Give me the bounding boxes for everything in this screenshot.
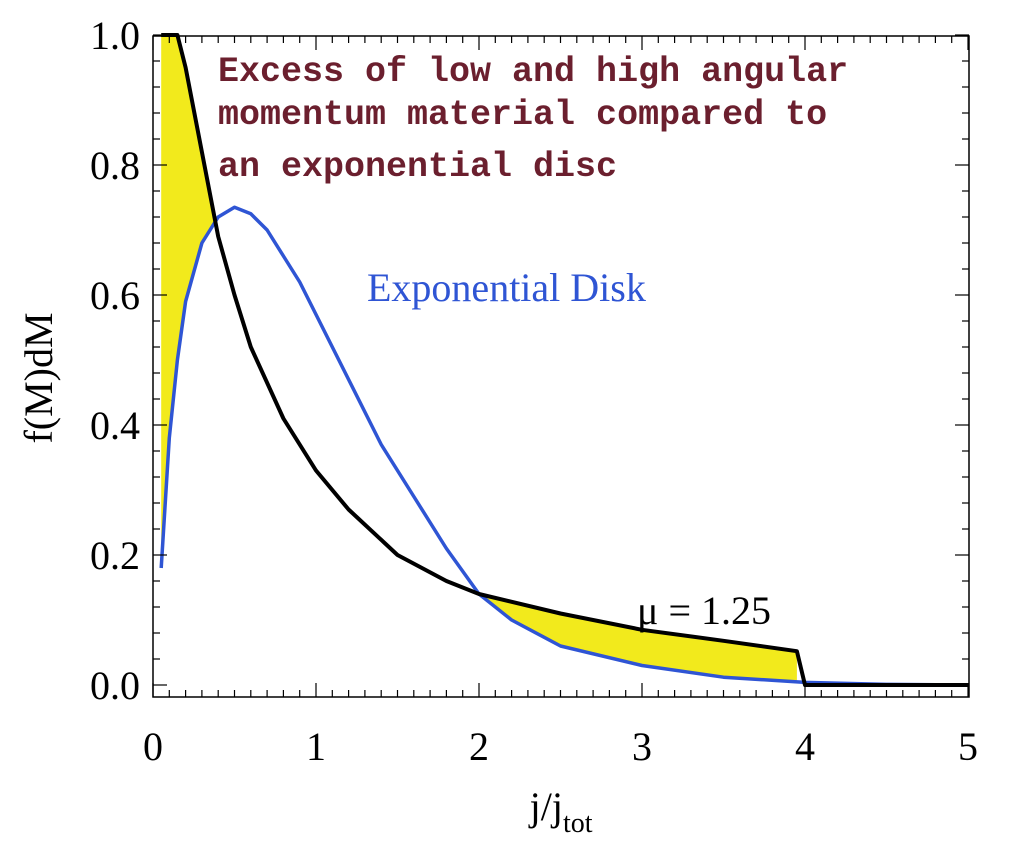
x-axis-title-subscript: tot	[563, 808, 593, 839]
y-tick-label: 1.0	[90, 13, 140, 58]
annotation-line-1: Excess of low and high angular	[218, 52, 848, 92]
annotation-line-2: momentum material compared to	[218, 95, 827, 135]
axes-layer: 0 1 2 3 4 5 0.0 0.2 0.4 0.6 0.8 1.0	[90, 13, 978, 769]
series-layer	[159, 33, 969, 687]
y-axis-title: f(M)dM	[16, 312, 61, 443]
x-tick-label: 4	[795, 724, 815, 769]
x-tick-label: 1	[306, 724, 326, 769]
plot-frame	[152, 35, 970, 698]
y-tick-label: 0.0	[90, 663, 140, 708]
series-label-exponential-disk: Exponential Disk	[367, 265, 646, 310]
y-tick-label: 0.4	[90, 403, 140, 448]
x-tick-label: 2	[469, 724, 489, 769]
excess-high-j-fill	[479, 594, 797, 682]
series-label-mu: μ = 1.25	[637, 588, 771, 633]
y-tick-label: 0.2	[90, 533, 140, 578]
series-line-mu	[161, 33, 968, 687]
series-line-exponential-disk	[159, 205, 969, 687]
x-tick-label: 5	[958, 724, 978, 769]
excess-low-j-fill	[161, 35, 216, 568]
excess-fill-layer	[161, 35, 797, 682]
x-tick-label: 3	[632, 724, 652, 769]
annotation-line-3: an exponential disc	[218, 147, 617, 187]
y-tick-label: 0.8	[90, 143, 140, 188]
x-tick-label: 0	[143, 724, 163, 769]
x-axis-title: j/j	[528, 784, 563, 829]
y-tick-label: 0.6	[90, 273, 140, 318]
